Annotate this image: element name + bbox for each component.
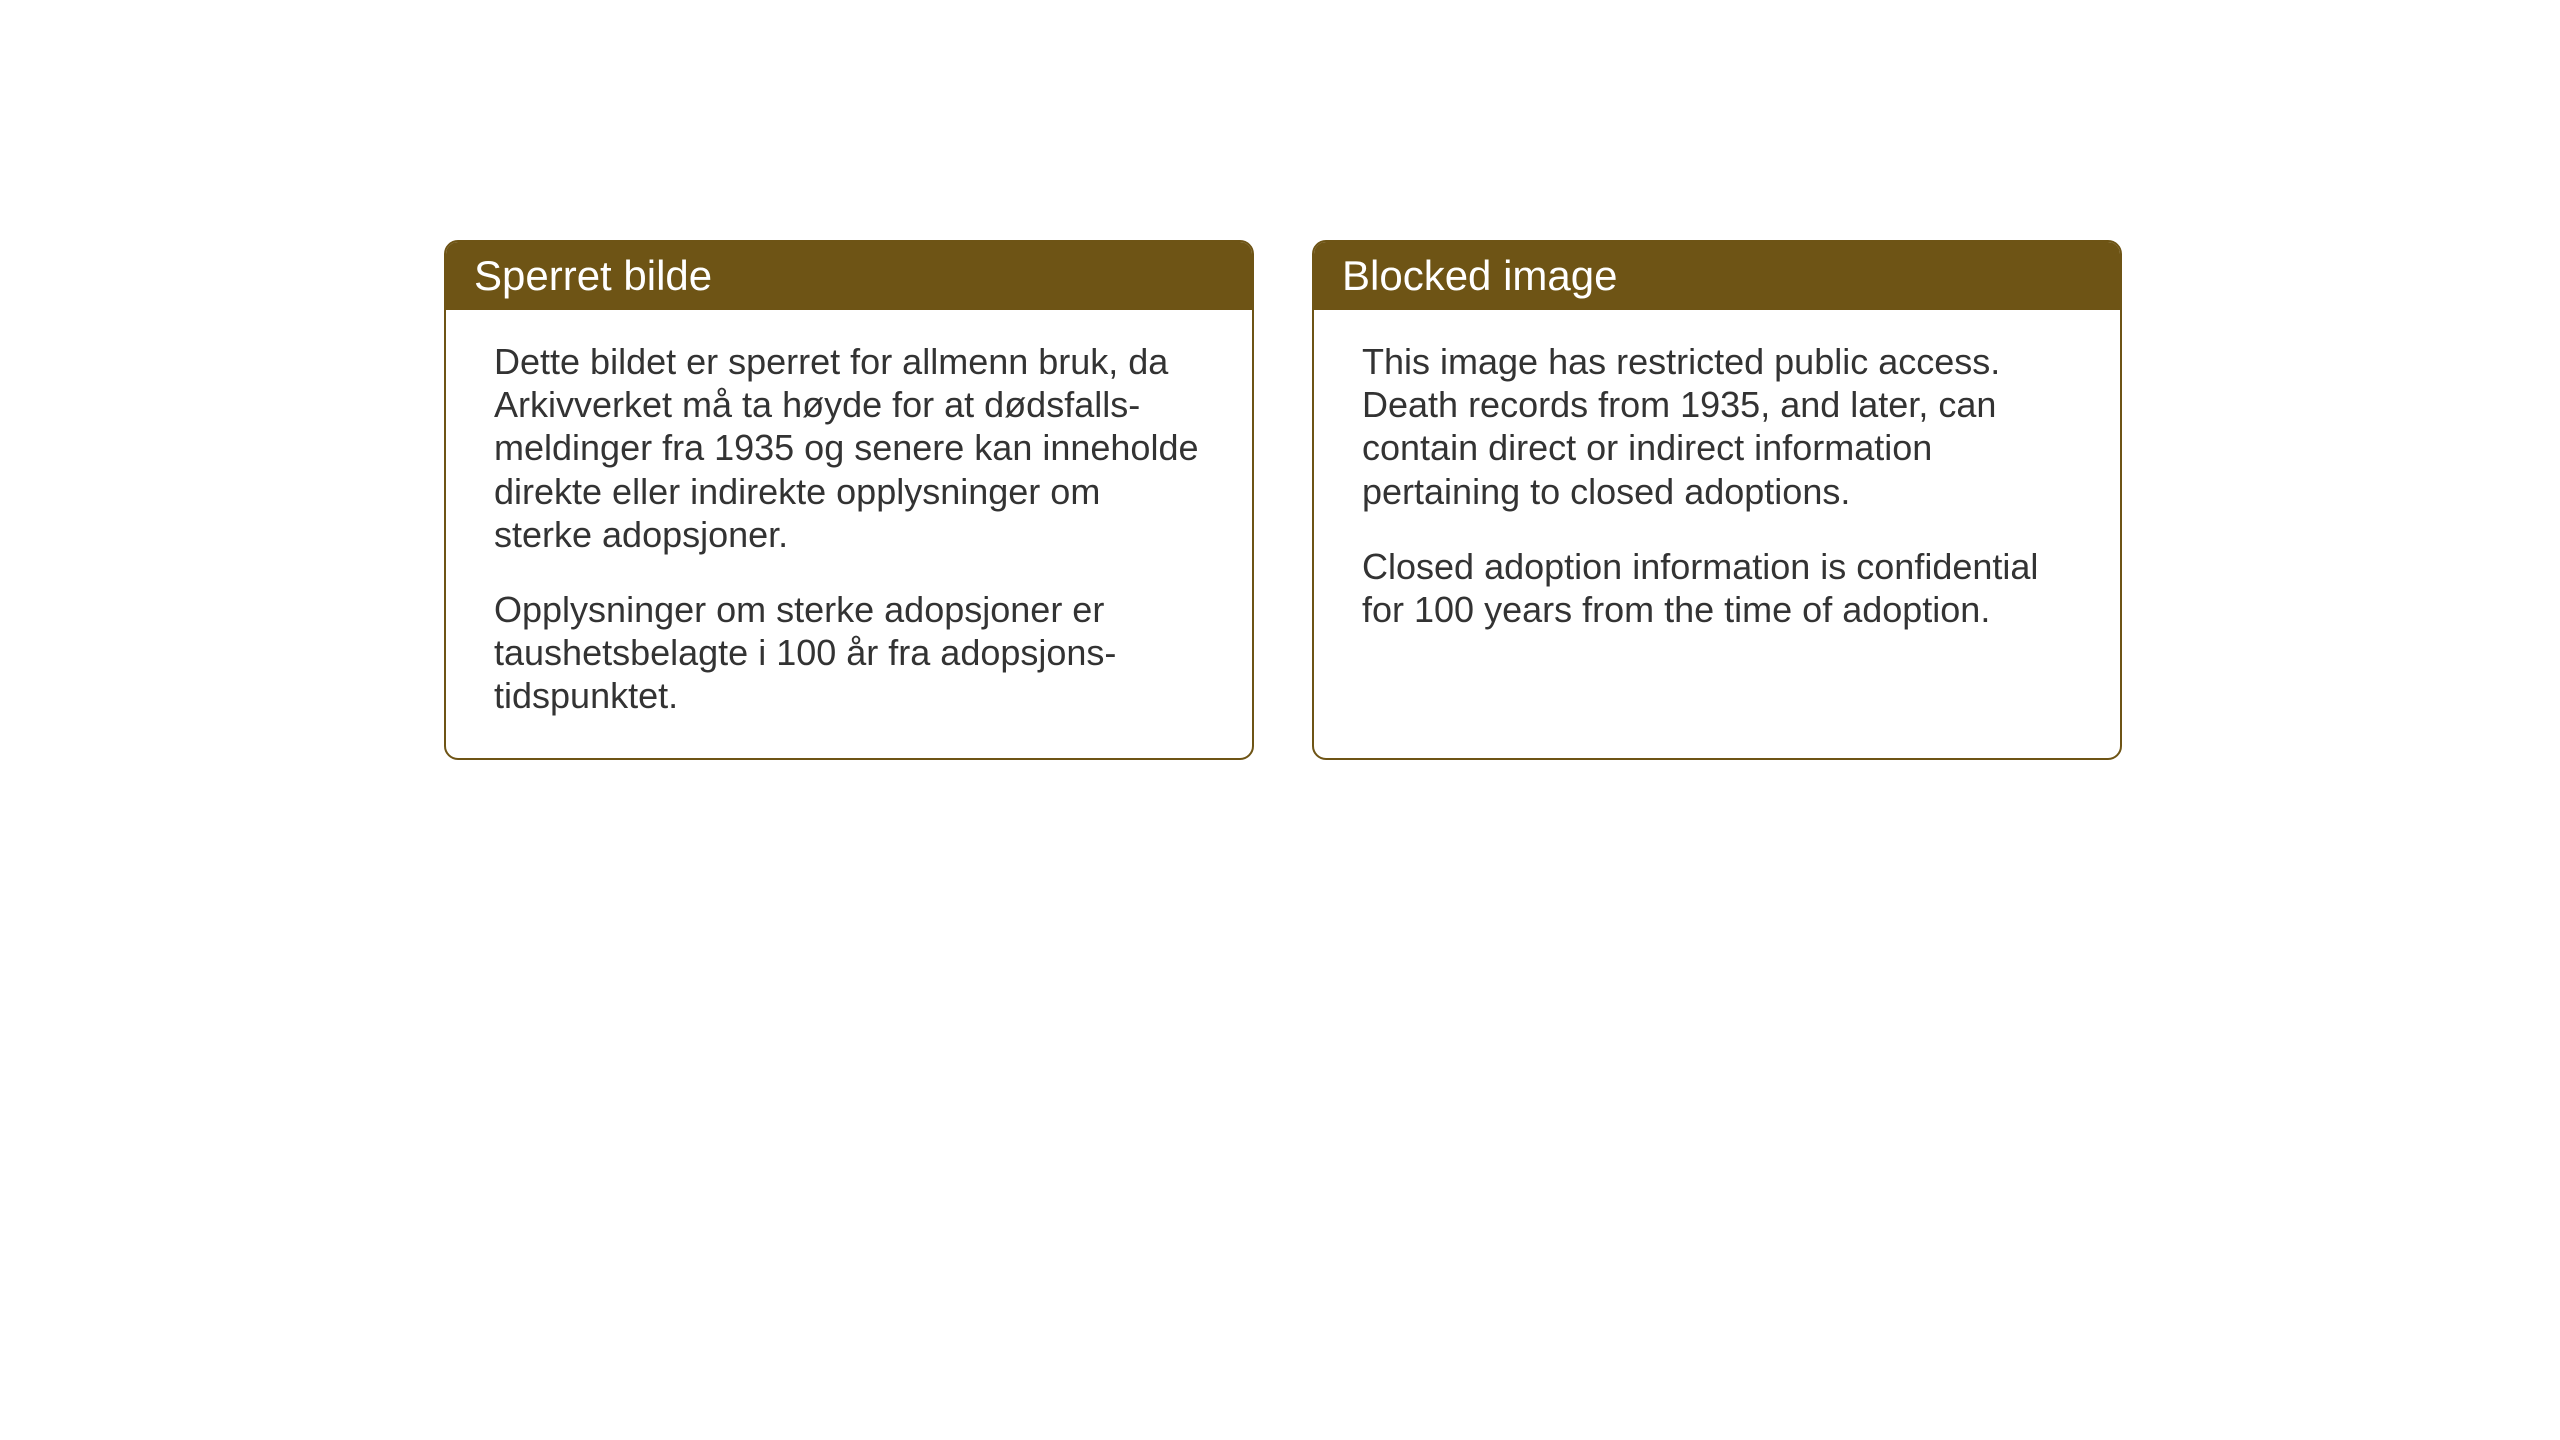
english-paragraph-1: This image has restricted public access.…	[1362, 340, 2072, 513]
english-card-body: This image has restricted public access.…	[1314, 310, 2120, 671]
norwegian-notice-card: Sperret bilde Dette bildet er sperret fo…	[444, 240, 1254, 760]
norwegian-card-title: Sperret bilde	[446, 242, 1252, 310]
english-paragraph-2: Closed adoption information is confident…	[1362, 545, 2072, 631]
norwegian-card-body: Dette bildet er sperret for allmenn bruk…	[446, 310, 1252, 758]
notice-container: Sperret bilde Dette bildet er sperret fo…	[444, 240, 2122, 760]
english-card-title: Blocked image	[1314, 242, 2120, 310]
english-notice-card: Blocked image This image has restricted …	[1312, 240, 2122, 760]
norwegian-paragraph-2: Opplysninger om sterke adopsjoner er tau…	[494, 588, 1204, 718]
norwegian-paragraph-1: Dette bildet er sperret for allmenn bruk…	[494, 340, 1204, 556]
